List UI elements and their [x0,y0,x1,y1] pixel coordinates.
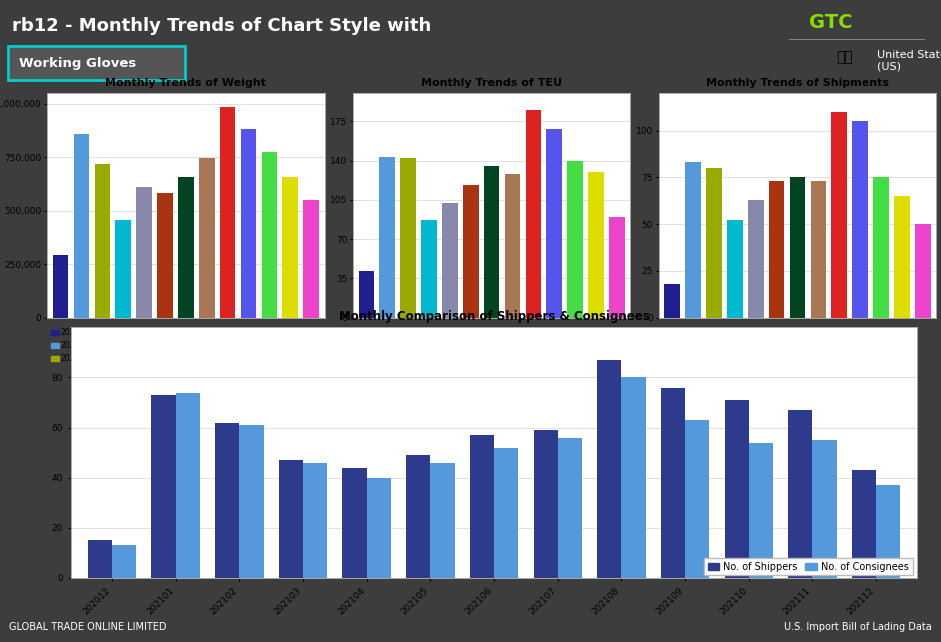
Bar [152,395,176,578]
Bar [812,440,837,578]
Bar [661,388,685,578]
Bar [136,187,152,318]
Bar [282,177,298,318]
Bar [853,121,868,318]
Legend: 202012, 202101, 202102, 202103, 202104, 202105, 202106, 202107, 202108, 202109, : 202012, 202101, 202102, 202103, 202104, … [357,328,566,363]
Bar [116,220,131,318]
Bar [53,255,69,318]
Bar [379,157,395,318]
Bar [73,134,89,318]
Bar [215,422,239,578]
Bar [504,174,520,318]
Bar [112,545,136,578]
Bar [367,478,391,578]
Bar [832,112,847,318]
Bar [810,181,826,318]
Bar [484,166,500,318]
Title: Monthly Trends of Weight: Monthly Trends of Weight [105,78,266,88]
Text: United States
(US): United States (US) [877,50,941,72]
Bar [664,284,680,318]
Bar [303,200,319,318]
Bar [430,463,455,578]
Text: Working Gloves: Working Gloves [19,56,136,70]
Bar [769,181,785,318]
Bar [588,172,604,318]
Bar [94,164,110,318]
Bar [749,442,773,578]
Bar [685,162,701,318]
Bar [789,177,805,318]
Bar [303,463,327,578]
Bar [262,152,278,318]
Bar [706,168,722,318]
Bar [176,392,199,578]
Bar [789,410,812,578]
Legend: 202012, 202101, 202102, 202103, 202104, 202105, 202106, 202107, 202108, 202109, : 202012, 202101, 202102, 202103, 202104, … [662,328,871,363]
Bar [598,360,621,578]
Bar [558,438,582,578]
Bar [400,159,416,318]
Bar [609,217,625,318]
FancyBboxPatch shape [8,46,185,80]
Bar [199,159,215,318]
Bar [894,196,910,318]
Bar [567,160,583,318]
Bar [534,430,558,578]
Legend: No. of Shippers, No. of Consignees: No. of Shippers, No. of Consignees [704,558,913,575]
Text: GLOBAL TRADE ONLINE LIMITED: GLOBAL TRADE ONLINE LIMITED [9,621,167,632]
Legend: 202012, 202101, 202102, 202103, 202104, 202105, 202106, 202107, 202108, 202109, : 202012, 202101, 202102, 202103, 202104, … [51,328,260,363]
Bar [220,107,235,318]
Title: Monthly Trends of Shipments: Monthly Trends of Shipments [706,78,889,88]
Bar [621,377,646,578]
Bar [725,400,749,578]
Title: Monthly Trends of TEU: Monthly Trends of TEU [422,78,562,88]
Bar [526,110,541,318]
Bar [178,177,194,318]
Bar [88,541,112,578]
Bar [442,204,457,318]
Bar [157,193,173,318]
Text: 🇺🇸: 🇺🇸 [836,50,853,64]
Bar [727,220,742,318]
Bar [241,130,256,318]
Bar [470,435,494,578]
Bar [343,467,367,578]
Bar [915,224,931,318]
Bar [407,455,430,578]
Text: rb12 - Monthly Trends of Chart Style with: rb12 - Monthly Trends of Chart Style wit… [11,17,431,35]
Bar [463,186,479,318]
Bar [876,485,901,578]
Bar [359,271,375,318]
Text: U.S. Import Bill of Lading Data: U.S. Import Bill of Lading Data [784,621,932,632]
Bar [279,460,303,578]
Bar [873,177,889,318]
Bar [422,220,437,318]
Title: Monthly Comparison of Shippers & Consignees: Monthly Comparison of Shippers & Consign… [339,311,649,324]
Bar [494,447,518,578]
Bar [685,420,710,578]
Bar [852,470,876,578]
Bar [239,425,263,578]
Bar [748,200,763,318]
Text: GTC: GTC [809,13,853,32]
Bar [547,129,562,318]
